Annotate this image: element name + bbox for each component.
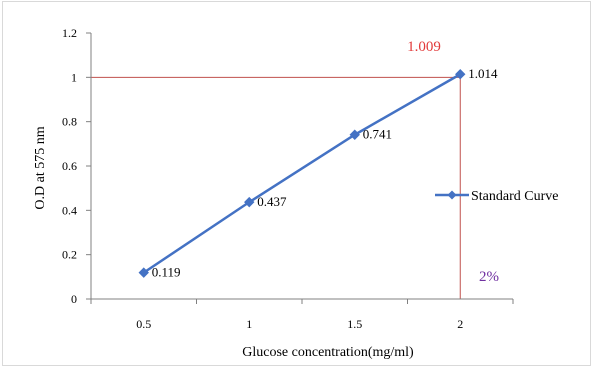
axes bbox=[90, 33, 513, 300]
x-axis-title: Glucose concentration(mg/ml) bbox=[242, 345, 414, 360]
y-tick-label: 0.6 bbox=[62, 159, 77, 173]
y-tick-label: 1.2 bbox=[62, 26, 77, 40]
x-tick-label: 0.5 bbox=[136, 317, 151, 331]
series-line bbox=[143, 73, 461, 274]
y-tick-label: 0.4 bbox=[62, 203, 77, 217]
y-tick-label: 0.8 bbox=[62, 115, 77, 129]
chart-frame: 0 0.2 0.4 0.6 0.8 1 1.2 0.5 1 1.5 2 0.119 0.437 0.7… bbox=[2, 1, 591, 366]
y-axis-title: O.D at 575 nm bbox=[33, 126, 48, 209]
data-label: 1.014 bbox=[468, 66, 498, 81]
series-point bbox=[138, 267, 149, 278]
chart-svg: 0 0.2 0.4 0.6 0.8 1 1.2 0.5 1 1.5 2 0.119 0.437 0.7… bbox=[33, 26, 558, 360]
series-point bbox=[455, 69, 466, 80]
x-tick-label: 1.5 bbox=[347, 317, 362, 331]
x-tick-label: 2 bbox=[457, 317, 463, 331]
y-ticks: 0 0.2 0.4 0.6 0.8 1 1.2 bbox=[62, 26, 91, 306]
legend: Standard Curve bbox=[435, 189, 558, 204]
legend-label: Standard Curve bbox=[471, 189, 558, 204]
y-tick-label: 1 bbox=[71, 70, 77, 84]
value-annotation: 1.009 bbox=[407, 39, 441, 55]
y-tick-label: 0.2 bbox=[62, 248, 77, 262]
series bbox=[138, 69, 466, 278]
legend-marker bbox=[447, 190, 457, 200]
percent-annotation: 2% bbox=[479, 269, 499, 285]
series-point bbox=[349, 129, 360, 140]
data-label: 0.741 bbox=[363, 127, 392, 142]
x-tick-label: 1 bbox=[246, 317, 252, 331]
data-label: 0.437 bbox=[257, 194, 287, 209]
series-point bbox=[244, 196, 255, 208]
reference-lines bbox=[91, 76, 461, 299]
data-labels: 0.119 0.437 0.741 1.014 bbox=[152, 66, 498, 279]
data-label: 0.119 bbox=[152, 265, 181, 280]
y-tick-label: 0 bbox=[71, 292, 77, 306]
x-ticks: 0.5 1 1.5 2 bbox=[90, 299, 514, 331]
